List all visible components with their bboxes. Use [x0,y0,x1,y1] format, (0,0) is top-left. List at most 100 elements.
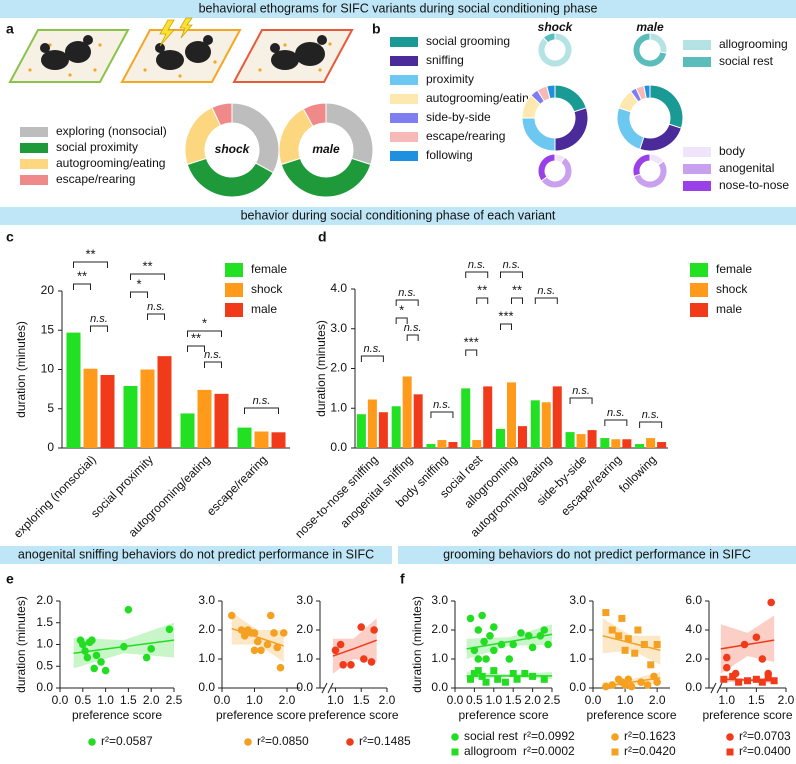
legend-label: autogrooming/eating [56,156,165,170]
legend-marker [726,733,734,741]
bar [565,432,575,448]
legend-swatch [683,147,711,157]
donut-slice [554,107,589,152]
bar [483,386,493,448]
x-axis-label: preference score [702,708,792,722]
bar [496,428,505,448]
y-tick-label: 0.5 [36,658,53,672]
point [540,675,548,683]
point [273,643,282,652]
x-tick-label: 1.0 [246,693,263,707]
donut-center-label: male [312,142,340,156]
donut-slice [231,102,280,174]
bar [518,426,527,448]
y-tick-label: 1.0 [36,637,53,651]
y-tick-label: 3.0 [330,321,347,335]
point [631,649,639,657]
significance-label: n.s. [404,322,422,334]
bar [622,439,632,448]
bar [140,369,155,448]
panel-letter: a [6,21,14,37]
legend-swatch [390,151,418,161]
donut-slice [186,157,274,198]
donut-slice [521,117,556,152]
point [752,633,761,642]
legend-swatch [225,263,243,277]
significance-bracket [130,291,148,298]
legend-label: female [716,262,752,276]
legend-label: nose-to-nose [719,178,789,192]
donut-slice [649,84,684,129]
legend-label: autogrooming/eating [426,91,535,105]
banner-bg [0,207,796,225]
point [509,640,517,649]
significance-label: ** [477,282,487,297]
bar [413,394,423,448]
panel-letter: c [6,229,14,245]
legend-swatch [225,283,243,297]
donut-slice [643,84,651,99]
r-squared: r²=0.0587 [101,734,153,748]
point [81,647,89,655]
point [480,637,488,646]
axis-break-gap [714,683,720,693]
y-tick-label: 0.0 [569,680,586,694]
panel-letter: d [318,229,327,245]
significance-label: n.s. [468,259,486,271]
y-tick-label: 2.0 [330,361,347,375]
bar [646,438,656,448]
point [124,605,133,614]
point [722,663,731,672]
y-axis-label: duration (minutes) [314,320,328,417]
x-tick-label: 2.5 [166,693,183,707]
x-tick-label: 2.0 [279,693,296,707]
point [336,640,345,649]
legend-label: side-by-side [426,110,491,124]
legend-marker [726,748,734,756]
significance-bracket [360,355,384,362]
point [101,666,110,675]
point [509,670,517,677]
bar [391,406,401,448]
y-axis-label: duration (minutes) [14,596,28,693]
legend-swatch [390,37,418,47]
y-tick-label: 2.0 [36,593,53,607]
point [767,598,775,607]
point [764,674,772,682]
point [752,675,760,683]
legend-label: escape/rearing [56,172,135,186]
significance-bracket [500,323,512,330]
x-tick-label: 2.0 [778,693,795,707]
bar [530,400,540,448]
y-tick-label: 6.0 [685,593,702,607]
point [367,658,376,666]
bar [657,442,667,448]
point [237,626,246,634]
legend-label: social rest [464,729,519,743]
x-tick-label: 0.0 [585,693,602,707]
legend-label: sniffing [426,53,464,67]
point [490,623,498,631]
y-tick-label: 2.0 [431,622,448,636]
bar [271,432,286,448]
bar [123,385,138,448]
r-squared: r²=0.1623 [624,729,676,743]
point [470,670,478,677]
point [120,642,128,651]
point [529,672,537,680]
donut-slice [280,157,372,198]
banner: anogenital sniffing behaviors do not pre… [18,547,374,561]
bar [507,382,516,448]
point [544,640,552,649]
donut-slice [649,32,668,54]
point [540,626,549,634]
y-tick-label: 1.0 [431,651,448,665]
point [770,677,778,685]
point [608,681,617,689]
point [486,632,494,640]
point [360,655,368,663]
banner: grooming behaviors do not predict perfor… [443,547,751,561]
x-tick-label: 2.0 [379,693,396,707]
y-tick-label: 1.0 [296,651,313,665]
